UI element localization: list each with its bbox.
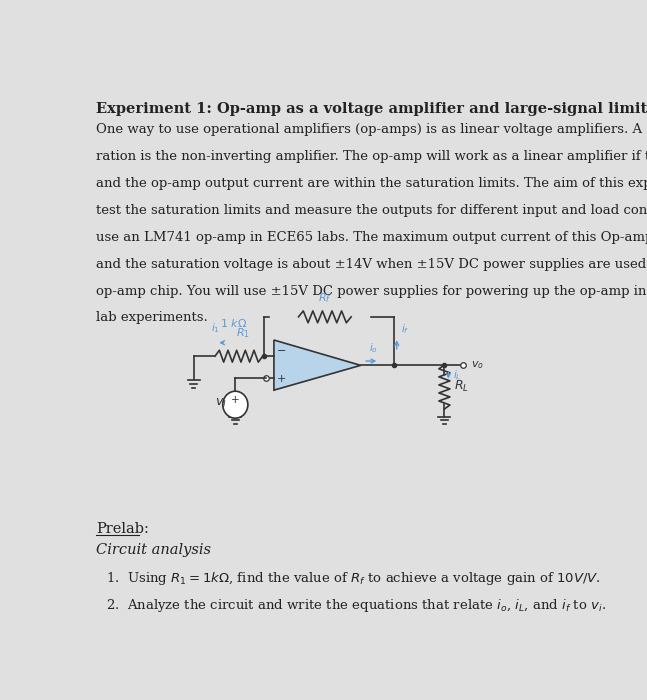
Text: lab experiments.: lab experiments.	[96, 312, 208, 325]
Text: $i_1$: $i_1$	[211, 321, 220, 335]
Text: $R_f$: $R_f$	[318, 291, 331, 305]
Text: op-amp chip. You will use ±15V DC power supplies for powering up the op-amp in s: op-amp chip. You will use ±15V DC power …	[96, 284, 647, 298]
Text: Experiment 1: Op-amp as a voltage amplifier and large-signal limits: Experiment 1: Op-amp as a voltage amplif…	[96, 102, 647, 116]
Text: 2.  Analyze the circuit and write the equations that relate $i_o$, $i_L$, and $i: 2. Analyze the circuit and write the equ…	[106, 597, 606, 614]
Text: use an LM741 op-amp in ECE65 labs. The maximum output current of this Op-amp is : use an LM741 op-amp in ECE65 labs. The m…	[96, 230, 647, 244]
Text: $v_o$: $v_o$	[471, 360, 484, 371]
Text: 1.  Using $R_1 = 1k\Omega$, find the value of $R_f$ to achieve a voltage gain of: 1. Using $R_1 = 1k\Omega$, find the valu…	[106, 570, 601, 587]
Text: and the saturation voltage is about ±14V when ±15V DC power supplies are used to: and the saturation voltage is about ±14V…	[96, 258, 647, 271]
Text: +: +	[231, 395, 239, 405]
Text: Circuit analysis: Circuit analysis	[96, 543, 211, 557]
Text: and the op-amp output current are within the saturation limits. The aim of this : and the op-amp output current are within…	[96, 176, 647, 190]
Text: −: −	[278, 346, 287, 356]
Text: $v_I$: $v_I$	[215, 396, 227, 410]
Text: $i_o$: $i_o$	[369, 341, 378, 355]
Text: $i_L$: $i_L$	[453, 368, 461, 382]
Text: +: +	[278, 374, 287, 384]
Text: test the saturation limits and measure the outputs for different input and load : test the saturation limits and measure t…	[96, 204, 647, 217]
Polygon shape	[274, 340, 360, 390]
Text: $R_1$: $R_1$	[236, 326, 250, 340]
Text: Prelab:: Prelab:	[96, 522, 149, 536]
Text: One way to use operational amplifiers (op-amps) is as linear voltage amplifiers.: One way to use operational amplifiers (o…	[96, 122, 647, 136]
Text: ration is the non-inverting amplifier. The op-amp will work as a linear amplifie: ration is the non-inverting amplifier. T…	[96, 150, 647, 163]
Text: $i_f$: $i_f$	[401, 322, 410, 336]
Text: $R_L$: $R_L$	[454, 379, 470, 395]
Text: $1\ k\Omega$: $1\ k\Omega$	[220, 317, 247, 329]
Circle shape	[223, 391, 248, 418]
